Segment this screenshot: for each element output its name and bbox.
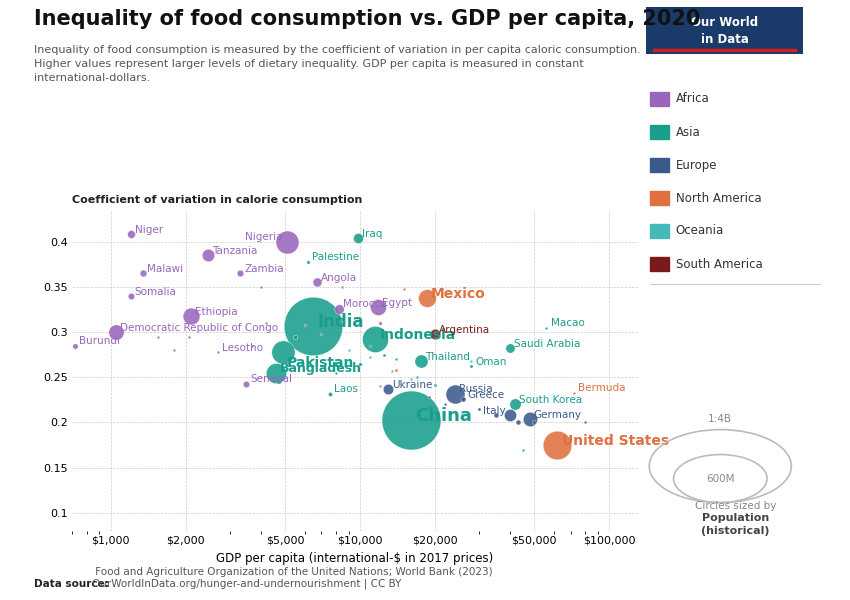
Text: United States: United States	[562, 434, 669, 448]
Text: 1:4B: 1:4B	[708, 414, 733, 424]
Text: Oceania: Oceania	[676, 224, 724, 238]
Text: Our World: Our World	[691, 16, 758, 29]
Text: Asia: Asia	[676, 125, 700, 139]
Text: Mexico: Mexico	[431, 287, 485, 301]
Point	[302, 257, 315, 266]
Point	[269, 368, 283, 377]
Point	[259, 318, 273, 328]
Point	[233, 268, 246, 278]
Text: Europe: Europe	[676, 158, 717, 172]
Text: Burundi: Burundi	[79, 337, 121, 346]
X-axis label: GDP per capita (international-$ in 2017 prices): GDP per capita (international-$ in 2017 …	[216, 552, 494, 565]
Point	[389, 365, 403, 375]
Point	[201, 250, 214, 260]
Point	[508, 400, 522, 409]
Point	[503, 344, 517, 353]
Point	[212, 347, 225, 357]
Text: Ukraine: Ukraine	[393, 380, 433, 390]
Text: Bermuda: Bermuda	[578, 383, 626, 394]
Point	[386, 366, 400, 376]
Text: Africa: Africa	[676, 92, 710, 106]
Point	[324, 389, 337, 398]
Point	[411, 373, 424, 382]
Point	[377, 350, 391, 359]
Point	[382, 384, 395, 394]
Point	[373, 318, 387, 328]
Point	[298, 320, 311, 329]
Point	[307, 355, 320, 364]
Text: Thailand: Thailand	[425, 352, 469, 362]
Point	[151, 332, 165, 341]
Point	[404, 374, 417, 384]
Point	[364, 341, 377, 350]
Point	[124, 291, 138, 301]
Text: South America: South America	[676, 257, 762, 271]
Point	[540, 323, 553, 332]
Point	[336, 282, 349, 292]
Text: Nigeria: Nigeria	[246, 232, 283, 242]
Point	[368, 335, 382, 344]
Point	[567, 388, 581, 397]
Point	[404, 415, 417, 425]
Point	[578, 418, 592, 427]
Point	[137, 268, 150, 278]
Point	[246, 341, 259, 350]
Text: Inequality of food consumption is measured by the coefficient of variation in pe: Inequality of food consumption is measur…	[34, 45, 641, 83]
Point	[448, 389, 462, 398]
Text: Laos: Laos	[334, 385, 359, 394]
Point	[240, 379, 253, 388]
Text: Circles sized by: Circles sized by	[694, 502, 776, 511]
Point	[182, 332, 196, 341]
Point	[439, 400, 452, 409]
Text: Food and Agriculture Organization of the United Nations; World Bank (2023)
OurWo: Food and Agriculture Organization of the…	[92, 567, 492, 589]
Text: South Korea: South Korea	[519, 395, 582, 405]
Text: Iraq: Iraq	[362, 229, 382, 239]
Point	[511, 418, 524, 427]
Text: Zambia: Zambia	[244, 264, 284, 274]
Point	[516, 445, 530, 454]
Point	[428, 380, 442, 389]
Point	[389, 355, 403, 364]
Point	[371, 302, 385, 311]
Text: Macao: Macao	[551, 319, 584, 328]
Point	[167, 346, 181, 355]
Point	[354, 359, 367, 368]
Text: (historical): (historical)	[701, 526, 769, 536]
Point	[456, 394, 470, 404]
Text: Pakistan: Pakistan	[287, 356, 354, 370]
Text: Morocco: Morocco	[343, 299, 386, 310]
Point	[527, 417, 541, 427]
Point	[428, 329, 442, 338]
Point	[465, 362, 479, 371]
Text: Coefficient of variation in calorie consumption: Coefficient of variation in calorie cons…	[72, 195, 363, 205]
Text: Data source:: Data source:	[34, 579, 109, 589]
Text: Inequality of food consumption vs. GDP per capita, 2020: Inequality of food consumption vs. GDP p…	[34, 9, 700, 29]
Point	[342, 346, 355, 355]
Point	[254, 282, 268, 292]
Text: Greece: Greece	[468, 390, 505, 400]
Point	[280, 237, 294, 247]
Text: North America: North America	[676, 191, 762, 205]
Point	[551, 440, 564, 450]
Point	[314, 329, 328, 338]
Text: Russia: Russia	[459, 385, 492, 394]
Text: Palestine: Palestine	[313, 253, 360, 262]
Point	[184, 311, 198, 320]
Text: Senegal: Senegal	[251, 374, 292, 385]
Point	[414, 356, 428, 366]
Text: Angola: Angola	[320, 273, 357, 283]
Point	[523, 414, 536, 424]
Point	[110, 327, 123, 337]
Point	[288, 332, 302, 341]
Point	[503, 410, 517, 420]
Text: Argentina: Argentina	[439, 325, 490, 335]
Text: Malawi: Malawi	[148, 264, 184, 274]
Point	[364, 353, 377, 362]
Text: 600M: 600M	[706, 473, 734, 484]
Point	[420, 293, 434, 302]
Text: Democratic Republic of Congo: Democratic Republic of Congo	[121, 323, 279, 333]
Text: Tanzania: Tanzania	[212, 246, 258, 256]
Text: China: China	[415, 407, 472, 425]
Text: Ethiopia: Ethiopia	[196, 307, 238, 317]
Text: Saudi Arabia: Saudi Arabia	[514, 339, 581, 349]
